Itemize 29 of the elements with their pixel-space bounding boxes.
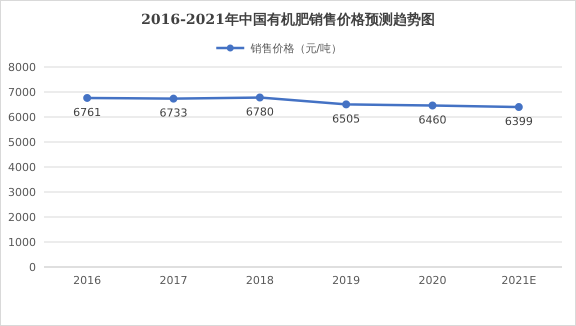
x-tick-label: 2018: [246, 274, 274, 287]
y-tick-label: 2000: [8, 211, 36, 224]
data-label: 6733: [160, 106, 188, 120]
y-tick-label: 6000: [8, 111, 36, 124]
x-tick-label: 2017: [160, 274, 188, 287]
y-tick-label: 5000: [8, 136, 36, 149]
x-tick-label: 2021E: [501, 274, 536, 287]
point: [514, 103, 523, 112]
y-tick-label: 8000: [8, 61, 36, 74]
data-label: 6505: [332, 112, 360, 126]
y-tick-label: 0: [29, 261, 36, 274]
data-label: 6780: [246, 106, 274, 118]
chart-title: 2016-2021年中国有机肥销售价格预测趋势图: [141, 12, 435, 28]
point: [170, 94, 178, 103]
x-tick-label: 2020: [418, 274, 446, 287]
y-tick-label: 7000: [8, 86, 36, 99]
y-tick-label: 4000: [8, 161, 36, 174]
y-tick-label: 1000: [8, 236, 36, 249]
x-tick-label: 2019: [332, 274, 360, 287]
point: [256, 94, 264, 102]
y-tick-label: 3000: [8, 186, 36, 199]
data-label: 6460: [418, 114, 446, 126]
legend-label: 销售价格（元/吨）: [249, 42, 342, 55]
point: [342, 100, 350, 108]
data-label: 6399: [504, 115, 533, 128]
point: [428, 102, 436, 110]
data-label: 6761: [73, 106, 102, 119]
point: [83, 94, 92, 102]
x-tick-label: 2016: [73, 274, 102, 287]
